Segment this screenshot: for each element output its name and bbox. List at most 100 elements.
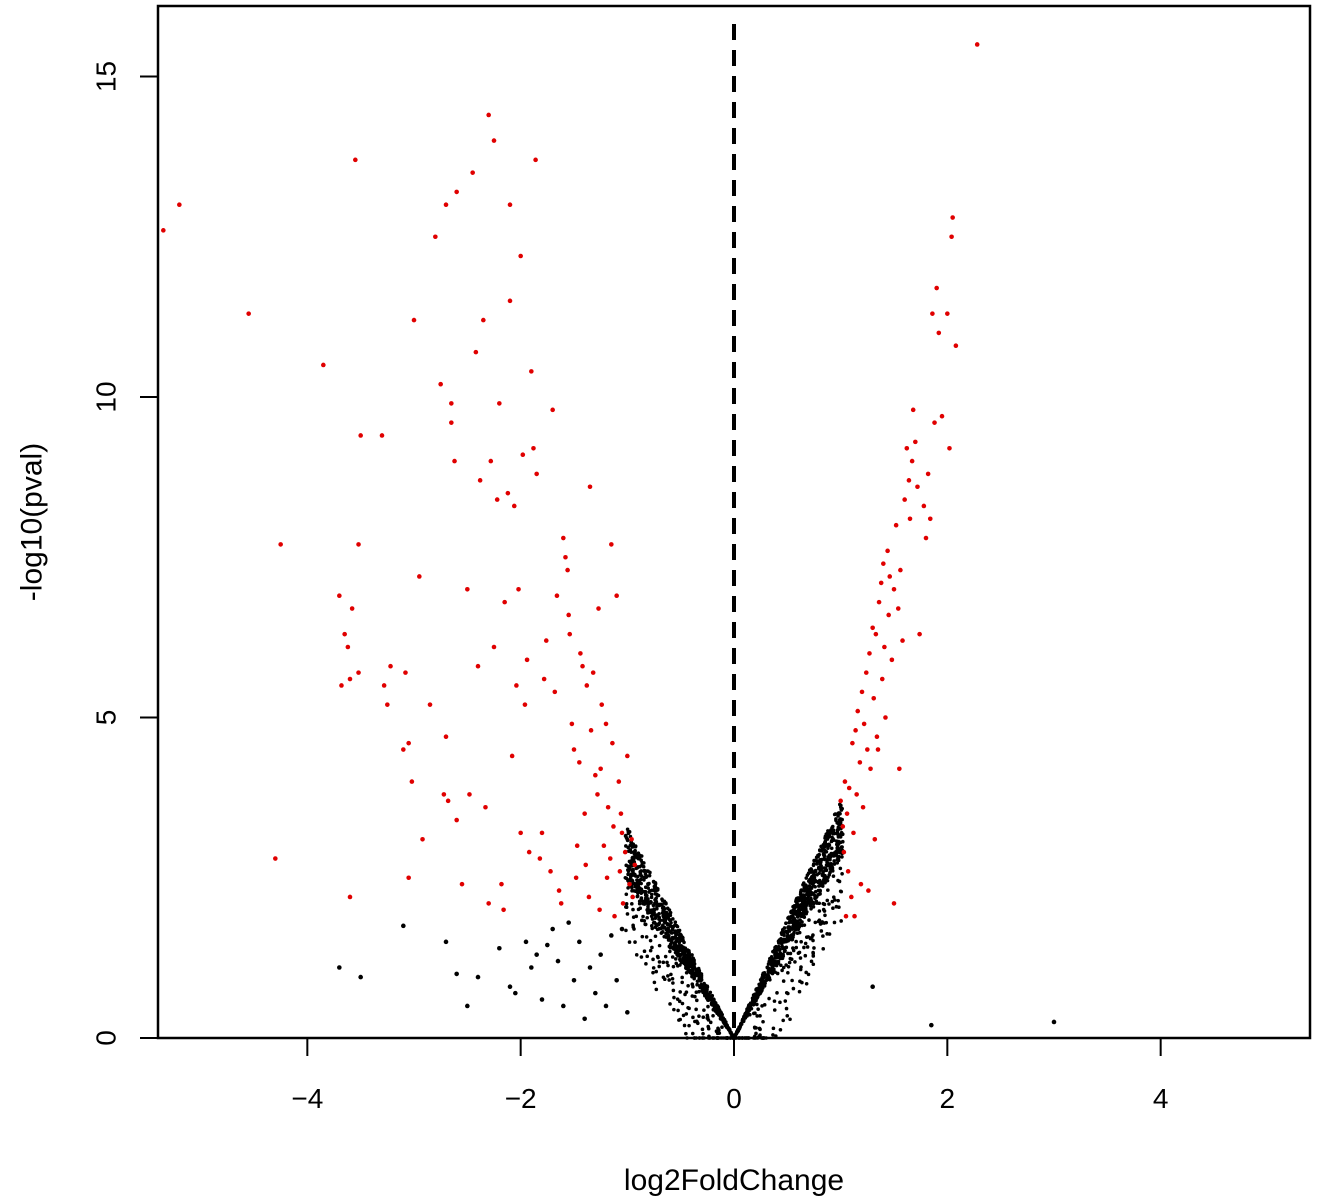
- significant-point: [470, 170, 475, 175]
- background-point: [667, 978, 671, 982]
- background-point: [658, 918, 663, 923]
- background-point: [642, 919, 647, 923]
- significant-point: [406, 740, 411, 746]
- significant-point: [584, 683, 590, 688]
- background-point: [626, 872, 630, 877]
- background-point: [654, 987, 659, 992]
- background-point: [641, 901, 645, 906]
- significant-point: [459, 881, 465, 887]
- significant-point: [433, 234, 438, 240]
- background-point: [664, 931, 668, 936]
- background-point: [660, 897, 664, 902]
- background-point: [840, 817, 844, 822]
- background-point: [836, 898, 840, 903]
- significant-point: [403, 670, 408, 675]
- significant-point: [541, 676, 547, 682]
- significant-point: [273, 856, 278, 861]
- background-point: [771, 1026, 776, 1031]
- background-point: [706, 1026, 711, 1031]
- background-point: [636, 851, 641, 855]
- background-point: [671, 925, 675, 929]
- background-point: [695, 982, 699, 987]
- background-point: [838, 866, 843, 871]
- background-point: [673, 957, 678, 961]
- significant-point: [356, 542, 361, 547]
- background-point: [796, 903, 800, 907]
- background-point: [641, 869, 646, 873]
- significant-point: [427, 702, 433, 707]
- background-point: [671, 937, 675, 941]
- background-point: [765, 965, 770, 970]
- nonsignificant-point: [577, 939, 582, 945]
- background-point: [799, 888, 804, 892]
- background-point: [706, 1018, 711, 1022]
- background-point: [668, 949, 672, 954]
- background-point: [792, 919, 797, 924]
- background-point: [651, 920, 656, 925]
- background-point: [624, 928, 628, 933]
- background-point: [809, 906, 813, 911]
- background-point: [804, 904, 808, 909]
- significant-point: [909, 458, 915, 464]
- significant-point: [473, 349, 479, 355]
- significant-point: [580, 663, 585, 669]
- background-point: [792, 916, 796, 921]
- background-point: [826, 856, 831, 861]
- background-point: [818, 860, 823, 865]
- background-point: [797, 989, 802, 994]
- nonsignificant-point: [358, 974, 363, 980]
- significant-point: [841, 849, 847, 855]
- nonsignificant-point: [507, 984, 513, 990]
- significant-point: [558, 901, 564, 906]
- background-point: [672, 944, 676, 949]
- background-point: [701, 989, 705, 993]
- significant-point: [477, 478, 483, 483]
- background-point: [660, 930, 665, 934]
- background-point: [836, 849, 840, 853]
- background-point: [794, 939, 798, 944]
- background-point: [796, 896, 801, 900]
- significant-point: [893, 522, 899, 528]
- background-point: [648, 948, 653, 953]
- background-point: [673, 920, 678, 925]
- background-point: [805, 910, 809, 914]
- background-point: [668, 913, 673, 918]
- nonsignificant-point: [523, 939, 529, 945]
- background-point: [658, 926, 663, 931]
- significant-point: [851, 830, 856, 836]
- background-point: [690, 956, 695, 961]
- background-point: [677, 940, 681, 944]
- significant-point: [910, 407, 916, 413]
- significant-point: [854, 792, 859, 797]
- background-point: [763, 972, 768, 977]
- background-point: [836, 827, 841, 832]
- background-point: [652, 907, 656, 911]
- significant-point: [488, 458, 494, 464]
- background-point: [772, 1008, 777, 1012]
- significant-point: [161, 228, 166, 233]
- background-point: [748, 1001, 753, 1006]
- background-point: [650, 910, 654, 915]
- background-point: [706, 998, 710, 1002]
- background-point: [817, 852, 822, 857]
- background-point: [764, 978, 769, 983]
- significant-point: [849, 894, 854, 900]
- background-point: [788, 956, 793, 961]
- significant-point: [859, 689, 865, 695]
- background-point: [831, 854, 836, 858]
- background-point: [812, 879, 816, 884]
- background-point: [677, 943, 682, 948]
- background-point: [835, 840, 840, 845]
- nonsignificant-point: [545, 942, 550, 948]
- background-point: [814, 855, 819, 860]
- background-point: [632, 856, 636, 860]
- significant-point: [550, 407, 555, 413]
- background-point: [840, 839, 845, 844]
- significant-point: [554, 593, 560, 599]
- significant-point: [358, 433, 363, 438]
- background-point: [723, 1019, 727, 1024]
- background-point: [757, 986, 762, 991]
- significant-point: [481, 317, 486, 323]
- background-point: [827, 902, 831, 906]
- significant-point: [882, 644, 887, 650]
